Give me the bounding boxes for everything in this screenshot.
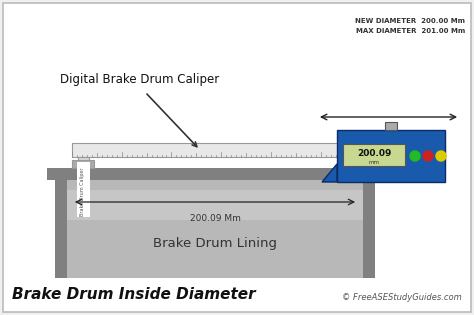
- Text: 200.09 Mm: 200.09 Mm: [190, 214, 240, 223]
- Text: Brake Drum Inside Diameter: Brake Drum Inside Diameter: [12, 287, 255, 302]
- Bar: [385, 122, 397, 130]
- Text: MAX DIAMETER  201.00 Mm: MAX DIAMETER 201.00 Mm: [356, 28, 465, 34]
- Bar: [72, 160, 94, 168]
- Circle shape: [423, 151, 433, 161]
- Polygon shape: [322, 164, 337, 182]
- Text: NEW DIAMETER  200.00 Mm: NEW DIAMETER 200.00 Mm: [355, 18, 465, 24]
- Bar: [343, 144, 405, 166]
- Bar: [337, 130, 445, 182]
- Circle shape: [436, 151, 446, 161]
- Text: 200.09: 200.09: [357, 148, 391, 158]
- Bar: [72, 143, 445, 157]
- Bar: [67, 180, 363, 278]
- Circle shape: [410, 151, 420, 161]
- Bar: [78, 157, 89, 168]
- Text: Digital Brake Drum Caliper: Digital Brake Drum Caliper: [60, 73, 219, 87]
- Text: Brake Drum Lining: Brake Drum Lining: [153, 237, 277, 249]
- Bar: [67, 190, 363, 220]
- Bar: [363, 168, 383, 180]
- Text: mm: mm: [368, 159, 380, 164]
- Text: © FreeASEStudyGuides.com: © FreeASEStudyGuides.com: [342, 293, 462, 302]
- Bar: [77, 162, 90, 217]
- Bar: [55, 168, 375, 278]
- Bar: [344, 160, 366, 168]
- Bar: [350, 157, 361, 168]
- Text: Brake Drum Caliper: Brake Drum Caliper: [81, 168, 85, 216]
- Bar: [47, 168, 67, 180]
